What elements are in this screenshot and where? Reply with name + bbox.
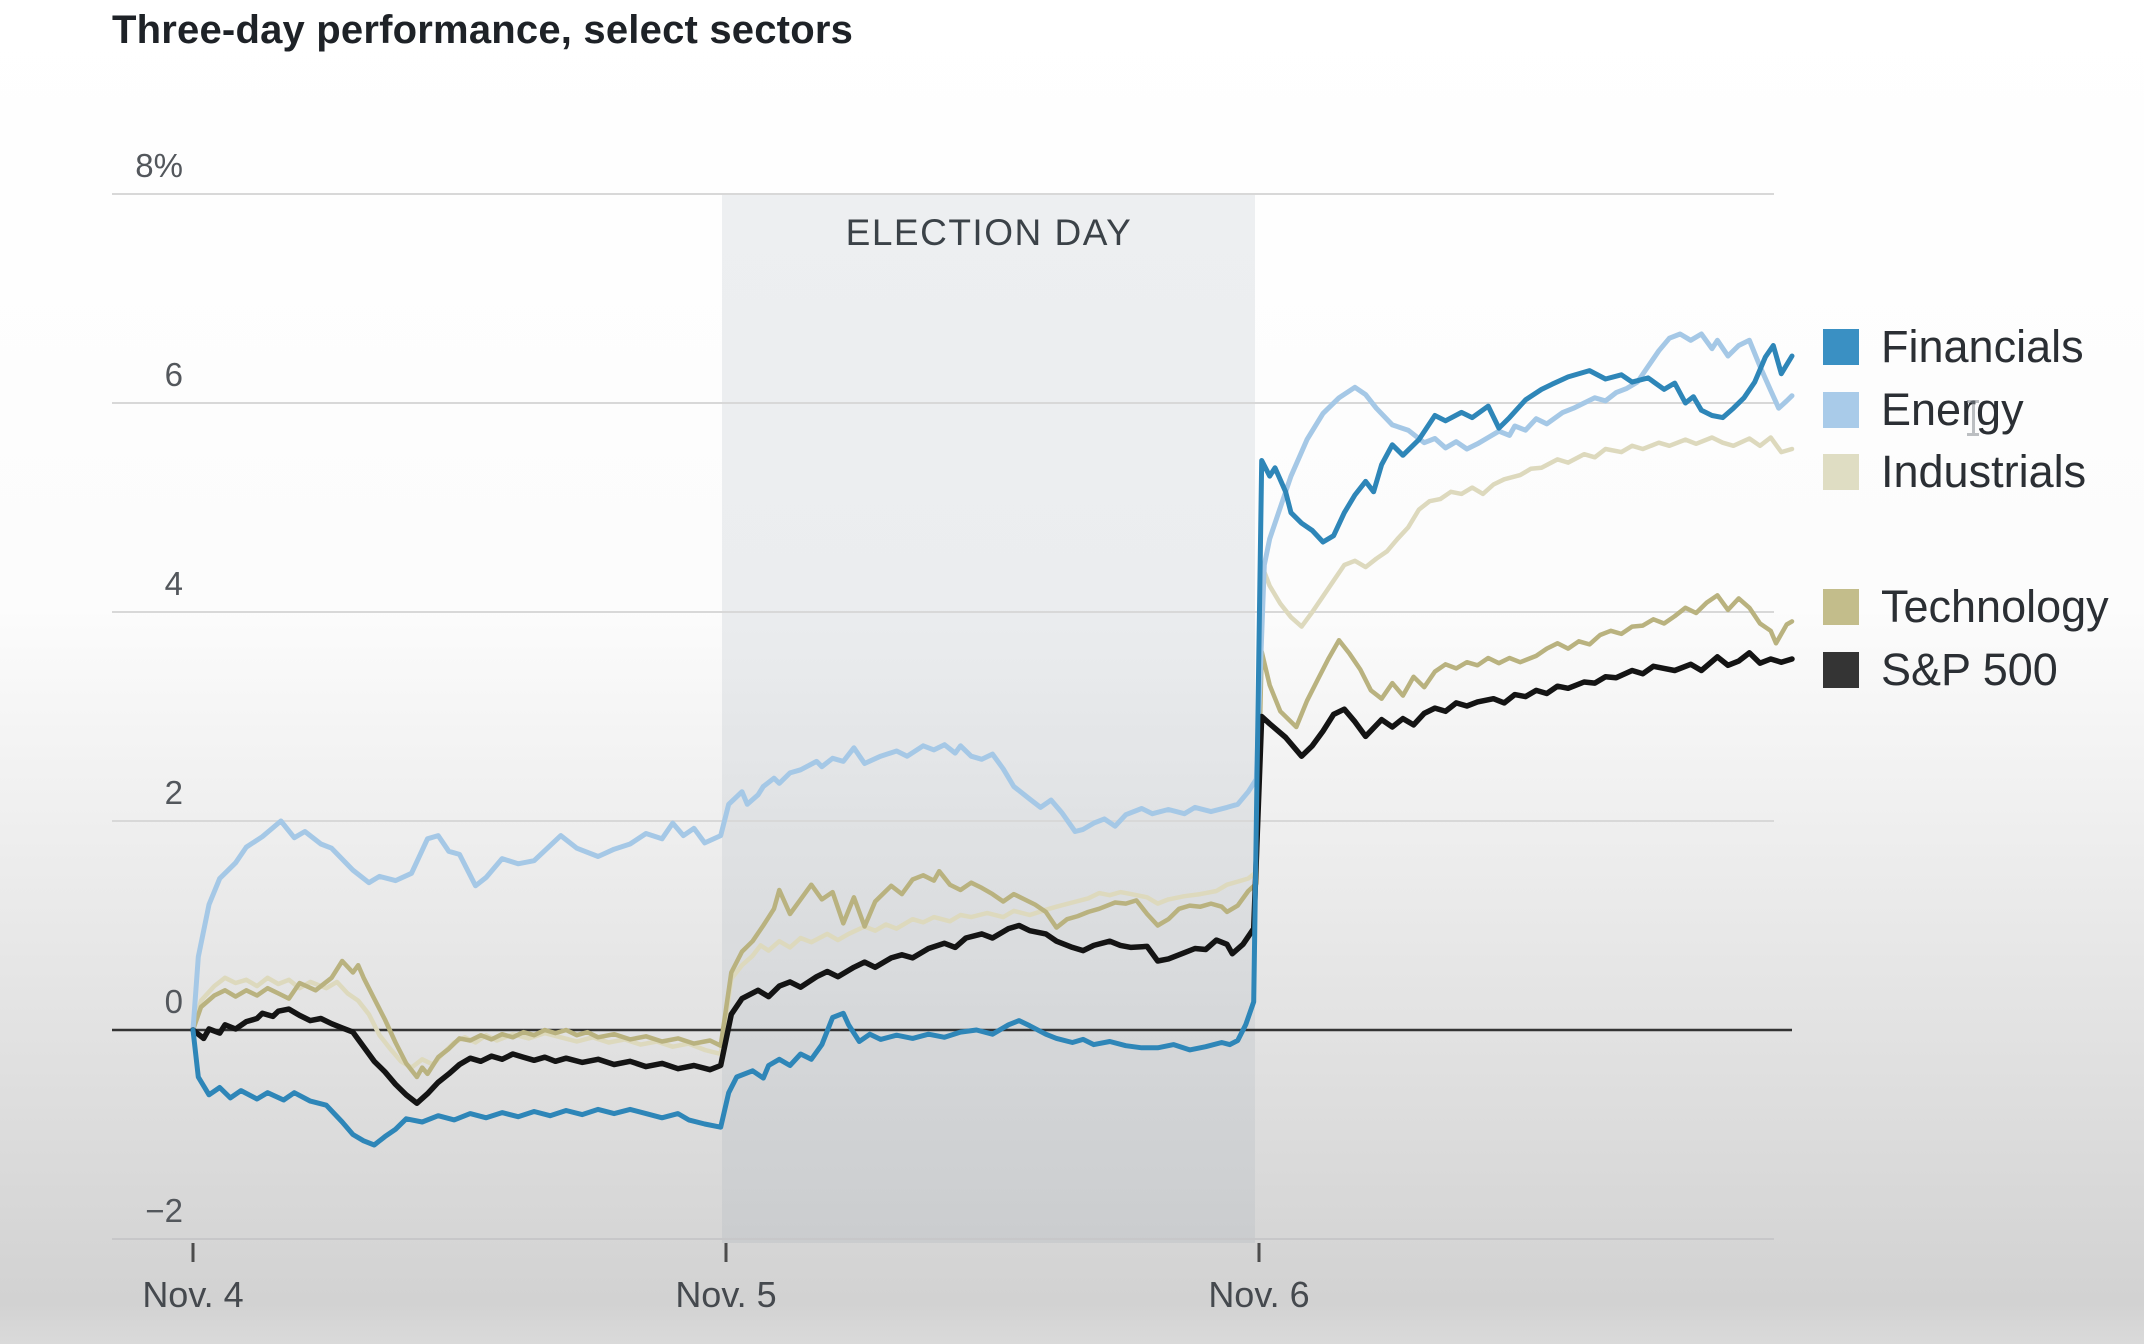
legend-label: Technology (1881, 581, 2109, 632)
series-line-financials (190, 343, 1795, 1148)
y-axis-label: −2 (145, 1192, 183, 1229)
text-cursor-icon (1966, 400, 1980, 436)
legend-label: S&P 500 (1881, 644, 2058, 695)
y-axis-label: 4 (164, 565, 183, 602)
series-line-sp500 (190, 650, 1795, 1106)
election-day-band (722, 194, 1255, 1243)
legend-item-industrials: Industrials (1823, 444, 2086, 500)
y-axis-label: 8% (135, 147, 183, 184)
election-day-label: ELECTION DAY (845, 212, 1133, 253)
y-axis-label: 0 (164, 983, 183, 1020)
legend-swatch-energy-icon (1823, 392, 1859, 428)
legend-swatch-sp500-icon (1823, 652, 1859, 688)
chart-title: Three-day performance, select sectors (112, 8, 854, 52)
y-axis-label: 2 (164, 774, 183, 811)
legend-swatch-industrials-icon (1823, 454, 1859, 490)
legend-label: Energy (1881, 384, 2024, 435)
x-axis-label: Nov. 5 (675, 1274, 777, 1315)
legend-label: Financials (1881, 321, 2084, 372)
legend-label: Industrials (1881, 446, 2087, 497)
y-axis-label: 6 (164, 356, 183, 393)
legend-swatch-financials-icon (1823, 329, 1859, 365)
legend-item-financials: Financials (1823, 319, 2084, 375)
legend-item-technology: Technology (1823, 579, 2109, 635)
legend-item-energy: Energy (1823, 382, 2024, 438)
x-axis-label: Nov. 4 (142, 1274, 244, 1315)
series-line-energy (190, 331, 1795, 1033)
legend-item-sp500: S&P 500 (1823, 642, 2058, 698)
series-line-technology (190, 593, 1795, 1080)
x-axis-label: Nov. 6 (1208, 1274, 1310, 1315)
legend-swatch-technology-icon (1823, 589, 1859, 625)
